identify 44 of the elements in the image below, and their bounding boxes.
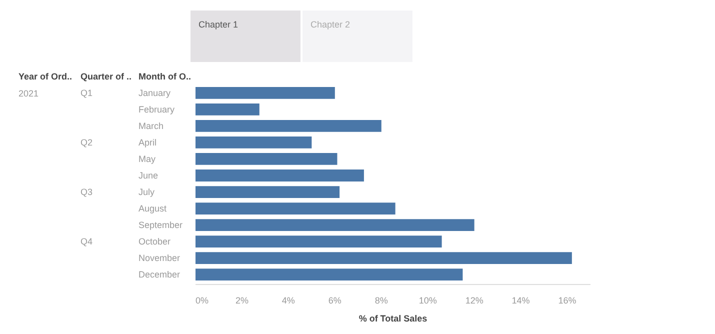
text: Quarter of .. <box>80 71 132 82</box>
y-tick-label: February <box>138 104 176 114</box>
x-axis-title: % of Total Sales <box>358 314 428 324</box>
y-tick-label: September <box>138 220 183 230</box>
y-tick-label: March <box>138 120 164 131</box>
bar <box>196 268 463 281</box>
text: Q1 <box>80 88 93 98</box>
text: Chapter 2 <box>310 20 350 30</box>
text: Year of Ord.. <box>18 71 72 82</box>
y-tick-label: June <box>138 170 158 180</box>
x-tick-label: 14% <box>512 296 530 306</box>
text: Month of O.. <box>138 71 191 82</box>
bar <box>196 153 338 165</box>
text: 2021 <box>18 88 39 98</box>
bar <box>196 236 442 248</box>
x-tick-label: 0% <box>196 296 209 306</box>
bar <box>196 103 260 116</box>
x-tick-label: 2% <box>235 296 248 306</box>
y-tick-label: November <box>138 253 180 264</box>
text: Chapter 1 <box>198 20 238 30</box>
y-tick-label: October <box>138 236 171 247</box>
bar <box>196 219 474 231</box>
bar <box>196 170 364 182</box>
x-tick-label: 6% <box>328 296 342 306</box>
y-tick-label: May <box>138 154 156 164</box>
y-tick-label: April <box>138 137 157 148</box>
y-tick-label: August <box>138 204 168 214</box>
text: Q4 <box>80 236 93 247</box>
bar <box>196 86 335 99</box>
y-tick-label: January <box>138 88 172 98</box>
text: Q3 <box>80 187 93 198</box>
bar <box>196 202 396 214</box>
y-tick-label: December <box>138 270 180 280</box>
x-tick-label: 8% <box>374 296 388 306</box>
y-tick-label: July <box>138 187 156 198</box>
bar <box>196 136 312 148</box>
x-tick-label: 12% <box>465 296 484 306</box>
bar <box>196 120 382 132</box>
x-tick-label: 10% <box>418 296 437 306</box>
bar <box>196 252 572 264</box>
text: Q2 <box>80 137 93 148</box>
x-tick-label: 16% <box>558 296 576 306</box>
bar <box>196 186 340 198</box>
x-tick-label: 4% <box>282 296 295 306</box>
